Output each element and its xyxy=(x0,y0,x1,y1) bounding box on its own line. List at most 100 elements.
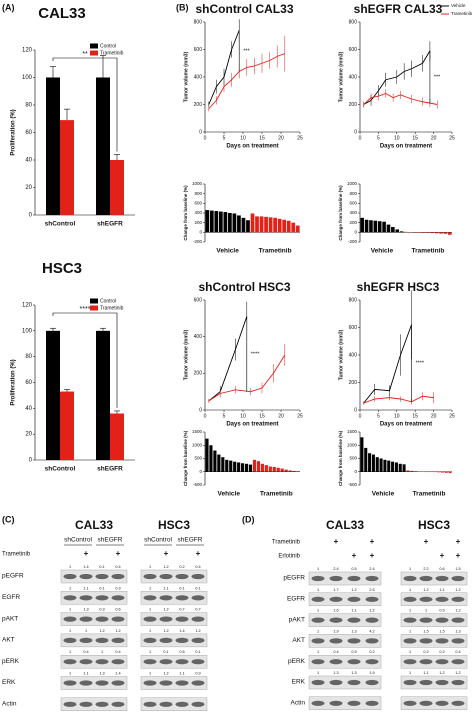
row-label: pEGFR xyxy=(2,573,24,580)
quant-value: 1.2 xyxy=(115,629,120,633)
quant-value: 1.9 xyxy=(369,671,374,675)
blot-panel xyxy=(140,612,208,626)
blot-band xyxy=(329,617,343,623)
blot-band xyxy=(111,680,125,686)
quant-value: 0.4 xyxy=(455,650,460,654)
bar xyxy=(213,450,217,472)
quant-value: 1 xyxy=(69,608,71,612)
quant-value: 1 xyxy=(409,671,411,675)
y-tick-label: 1500 xyxy=(347,429,358,434)
significance-label: ** xyxy=(82,51,88,58)
bar xyxy=(398,463,402,472)
bar xyxy=(96,330,110,460)
blot-panel xyxy=(308,655,382,669)
bar xyxy=(46,77,60,215)
y-tick-label: 0 xyxy=(354,469,357,474)
bar xyxy=(264,465,268,472)
blot-band xyxy=(111,573,125,580)
blot-band xyxy=(403,659,417,665)
bar xyxy=(46,330,60,460)
treatment-mark: + xyxy=(456,537,461,546)
quant-value: 1.2 xyxy=(423,588,428,592)
y-tick-label: 600 xyxy=(194,297,203,303)
blot-panel xyxy=(60,591,128,605)
y-tick-label: 20 xyxy=(25,185,32,191)
blot-band xyxy=(159,595,173,601)
quant-value: 0.2 xyxy=(369,650,374,654)
quant-value: 1.4 xyxy=(115,672,120,676)
blot-panel xyxy=(400,675,468,690)
bar xyxy=(96,77,110,215)
quant-value: 1.3 xyxy=(83,608,88,612)
y-tick-label: 400 xyxy=(349,74,358,80)
blot-band xyxy=(403,575,417,582)
chart-title: HSC3 xyxy=(42,260,82,277)
blot-band xyxy=(175,573,189,580)
blot-band xyxy=(347,596,361,602)
blot-band xyxy=(175,701,189,707)
bar xyxy=(364,447,368,472)
blot-panel xyxy=(308,571,382,586)
y-tick-label: 0 xyxy=(199,469,202,474)
x-tick-label: 0 xyxy=(204,135,207,141)
treatment-mark: + xyxy=(116,549,121,558)
blot-band xyxy=(435,596,449,602)
y-tick-label: 200 xyxy=(349,102,358,108)
blot-band xyxy=(63,637,77,644)
treatment-mark: + xyxy=(84,549,89,558)
y-tick-label: 1000 xyxy=(192,442,203,447)
blot-title: CAL33 xyxy=(75,518,113,532)
y-tick-label: 0 xyxy=(29,458,33,464)
blot-band xyxy=(79,637,93,644)
lane-group-label: shControl xyxy=(144,537,172,544)
quant-value: 1.1 xyxy=(83,672,88,676)
blot-title: CAL33 xyxy=(326,518,364,532)
significance-label: **** xyxy=(80,306,91,313)
blot-panel xyxy=(308,634,382,648)
quant-value: 1.5 xyxy=(439,629,444,633)
quant-value: 1.1 xyxy=(83,586,88,590)
y-tick-label: 600 xyxy=(349,47,358,53)
chart-title: CAL33 xyxy=(38,5,86,22)
blot-band xyxy=(63,680,77,686)
bar xyxy=(369,220,373,233)
quant-value: 2.5 xyxy=(369,588,374,592)
blot-band xyxy=(63,573,77,580)
y-tick-label: 200 xyxy=(194,371,203,377)
bar xyxy=(250,213,255,233)
legend-label: Trametinib xyxy=(100,50,124,56)
blot-band xyxy=(63,701,77,707)
blot-band xyxy=(159,680,173,686)
lane-group-label: shControl xyxy=(64,537,92,544)
x-tick-label: 20 xyxy=(431,135,437,141)
x-tick-label: 5 xyxy=(223,413,226,419)
blot-band xyxy=(347,638,361,644)
bar xyxy=(241,217,246,233)
quant-value: 2.4 xyxy=(369,567,374,571)
bar xyxy=(414,471,418,472)
quant-value: 0.9 xyxy=(439,609,444,613)
y-tick-label: 60 xyxy=(25,380,32,386)
blot-panel xyxy=(400,613,468,627)
blot-band xyxy=(311,617,325,623)
y-tick-label: 1500 xyxy=(192,429,203,434)
series-line xyxy=(363,395,434,404)
blot-band xyxy=(419,638,433,644)
y-axis-label: Tumor volume (mm3) xyxy=(183,329,189,380)
blot-band xyxy=(143,680,157,686)
quant-value: 0.6 xyxy=(115,608,120,612)
x-tick-label: 15 xyxy=(412,413,418,419)
quant-value: 1.2 xyxy=(163,629,168,633)
bar xyxy=(375,457,379,472)
blot-panel xyxy=(60,676,128,690)
y-tick-label: 600 xyxy=(194,47,203,53)
quant-value: 1.2 xyxy=(455,588,460,592)
bar xyxy=(217,454,221,472)
blot-band xyxy=(143,573,157,580)
x-tick-label: 15 xyxy=(259,135,265,141)
row-label: ERK xyxy=(2,679,16,686)
blot-band xyxy=(79,701,93,707)
quant-value: 0.7 xyxy=(179,608,184,612)
blot-band xyxy=(111,701,125,707)
significance-label: *** xyxy=(243,48,250,54)
